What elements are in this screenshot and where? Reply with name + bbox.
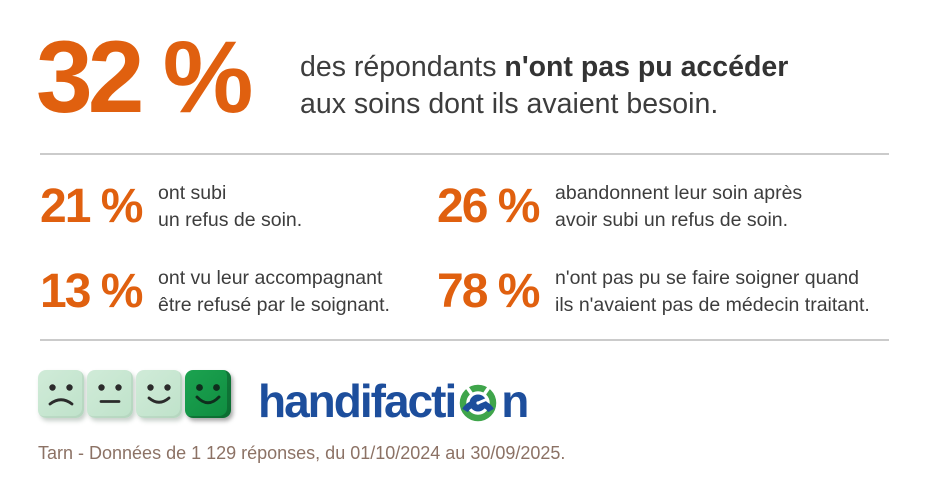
mood-cube-big-smile bbox=[185, 370, 231, 418]
stat-percentage: 26 % bbox=[437, 179, 540, 233]
stat-description-line2: un refus de soin. bbox=[158, 208, 303, 231]
hero-description: des répondants n'ont pas pu accéder aux … bbox=[300, 49, 788, 123]
stat-percentage: 21 % bbox=[40, 179, 143, 233]
mood-cube-smile bbox=[136, 370, 182, 418]
stat-description: ont subi un refus de soin. bbox=[158, 180, 302, 233]
stat-description: abandonnent leur soin après avoir subi u… bbox=[555, 180, 802, 233]
hero-description-line2: aux soins dont ils avaient besoin. bbox=[300, 88, 719, 120]
stat-sans-medecin-traitant: 78 % n'ont pas pu se faire soigner quand… bbox=[437, 265, 870, 318]
data-source-note: Tarn - Données de 1 129 réponses, du 01/… bbox=[38, 443, 566, 463]
stat-percentage: 78 % bbox=[437, 264, 540, 318]
mood-cube-neutral bbox=[87, 370, 133, 418]
divider bbox=[40, 153, 889, 155]
stat-refus-de-soin: 21 % ont subi un refus de soin. bbox=[40, 180, 302, 233]
stat-description-line1: ont subi bbox=[158, 182, 227, 204]
mood-cube-sad bbox=[38, 370, 84, 418]
stat-description: ont vu leur accompagnant être refusé par… bbox=[158, 265, 390, 318]
stat-description-line1: ont vu leur accompagnant bbox=[158, 267, 383, 289]
handifaction-logo: handifacti n bbox=[258, 374, 529, 428]
logo-text-post: n bbox=[501, 375, 529, 427]
sad-face-icon bbox=[48, 384, 74, 406]
big-smile-face-icon bbox=[195, 384, 221, 405]
stat-percentage: 13 % bbox=[40, 264, 143, 318]
divider bbox=[40, 339, 889, 341]
hero-percentage: 32 % bbox=[36, 20, 253, 134]
gauge-icon bbox=[460, 384, 497, 422]
stat-description-line1: abandonnent leur soin après bbox=[555, 182, 803, 204]
hero-line1-bold: n'ont pas pu accéder bbox=[504, 51, 789, 83]
stat-description-line1: n'ont pas pu se faire soigner quand bbox=[555, 267, 860, 289]
hero-line1-normal: des répondants bbox=[300, 51, 505, 83]
stat-accompagnant-refuse: 13 % ont vu leur accompagnant être refus… bbox=[40, 265, 390, 318]
stat-description-line2: être refusé par le soignant. bbox=[158, 293, 390, 316]
neutral-face-icon bbox=[98, 384, 122, 403]
stat-description-line2: avoir subi un refus de soin. bbox=[555, 208, 789, 231]
logo-text-pre: handifacti bbox=[258, 375, 457, 427]
stat-description: n'ont pas pu se faire soigner quand ils … bbox=[555, 265, 870, 318]
stat-description-line2: ils n'avaient pas de médecin traitant. bbox=[555, 293, 870, 316]
handifaction-mood-cubes bbox=[38, 370, 231, 418]
stat-abandon-soin: 26 % abandonnent leur soin après avoir s… bbox=[437, 180, 802, 233]
smile-face-icon bbox=[147, 384, 171, 404]
hero-description-line1: des répondants n'ont pas pu accéder bbox=[300, 49, 788, 86]
